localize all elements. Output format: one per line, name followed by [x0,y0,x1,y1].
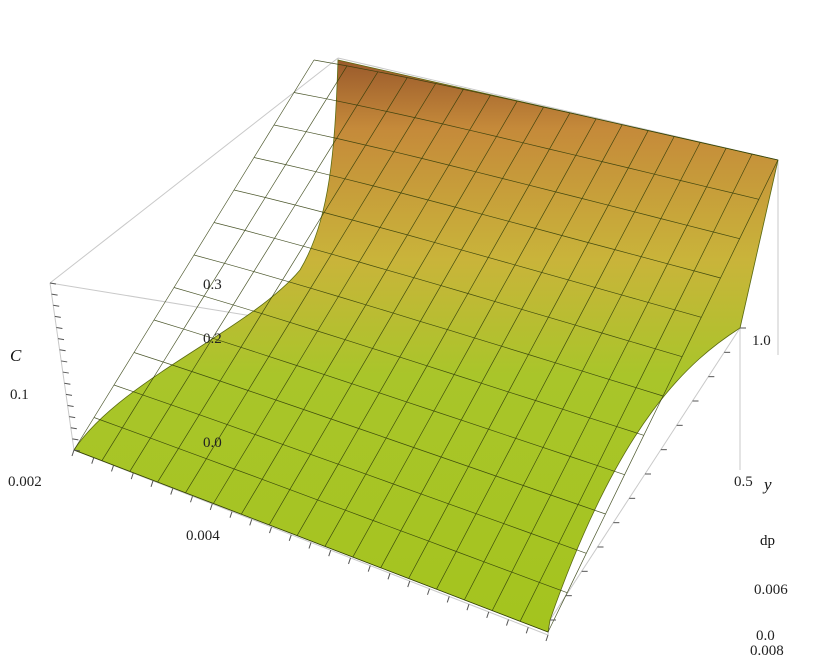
tick-mark [328,550,332,557]
mesh-line-y [113,384,587,554]
z-tick-0.2: 0.2 [203,331,222,347]
tick-mark [209,503,213,511]
tick-mark [427,588,430,595]
tick-mark [51,293,58,296]
tick-mark [190,496,193,503]
tick-mark [70,427,77,430]
z-axis-label: C [10,346,22,365]
tick-mark [54,315,61,318]
tick-mark [545,634,549,642]
tick-mark [69,416,76,419]
tick-mark [367,565,371,572]
mesh-line-y [213,222,683,358]
y-tick-0.0: 0.0 [756,628,775,644]
tick-mark [446,596,450,603]
tick-mark [466,604,470,611]
tick-mark [61,360,68,363]
tick-mark [506,619,509,626]
tick-mark [111,465,114,472]
mesh-line-y [253,157,721,279]
tick-mark [65,393,73,396]
tick-mark [387,573,391,580]
tick-mark [130,472,134,480]
tick-mark [91,457,95,464]
tick-mark [229,511,233,518]
tick-mark [486,611,490,619]
tick-mark [348,557,351,565]
tick-marks [49,282,746,642]
tick-mark [150,480,154,487]
z-tick-0.1: 0.1 [10,387,29,403]
tick-mark [407,580,411,588]
z-tick-0.3: 0.3 [203,277,222,293]
mesh-line-y [313,59,778,161]
mesh-line-y [153,319,625,476]
tick-mark [49,282,57,285]
x-tick-0.008: 0.008 [750,643,784,659]
y-tick-1.0: 1.0 [752,333,771,349]
surface [73,59,779,633]
x-tick-0.002: 0.002 [8,474,42,490]
tick-mark [72,438,79,441]
x-axis-label: dp [760,533,775,549]
tick-mark [62,371,69,374]
mesh-line-y [93,417,568,594]
mesh-line-y [233,189,702,318]
y-axis-label: y [762,475,772,494]
tick-mark [67,404,74,407]
surface-mesh [73,59,779,633]
tick-mark [71,449,75,457]
tick-mark [73,449,81,452]
mesh-line-y [133,352,606,515]
mesh-line-y [73,449,549,633]
tick-mark [57,338,65,341]
tick-mark [53,304,60,307]
tick-mark [56,327,63,330]
x-tick-0.006: 0.006 [754,582,788,598]
y-tick-0.5: 0.5 [734,474,753,490]
tick-mark [249,519,253,526]
mesh-line-y [293,92,759,200]
x-tick-0.004: 0.004 [186,528,220,544]
mesh-line-y [173,287,644,436]
mesh-line-y [273,124,740,240]
tick-mark [308,542,312,549]
tick-mark [288,534,292,541]
tick-mark [269,526,272,534]
tick-mark [170,488,174,495]
mesh-line-y [193,254,664,397]
tick-mark [525,627,529,634]
tick-mark [64,382,71,385]
tick-mark [59,349,66,352]
z-tick-0.0: 0.0 [203,435,222,451]
